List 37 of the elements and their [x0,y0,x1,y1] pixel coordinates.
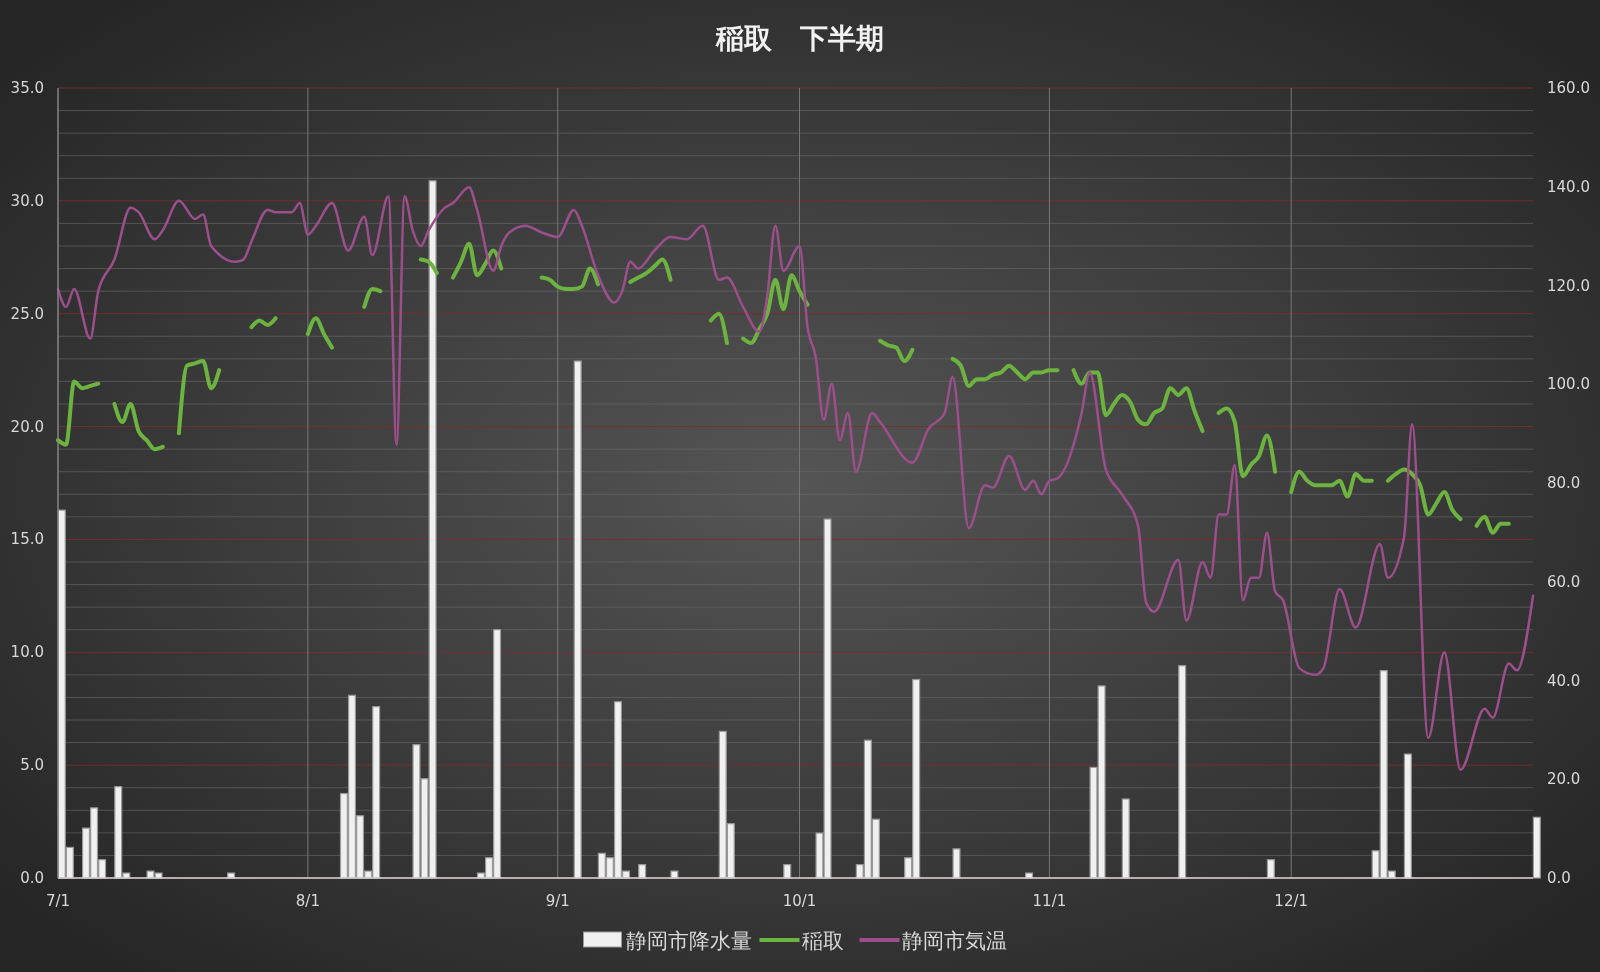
x-tick-label: 7/1 [45,892,71,910]
y2-tick-label: 140.0 [1547,177,1590,196]
legend-label: 静岡市降水量 [625,929,752,953]
bar [638,864,647,879]
y2-tick-label: 160.0 [1547,79,1590,97]
chart-title: 稲取 下半期 [715,22,884,55]
y-tick-label: 5.0 [20,756,44,775]
bar [783,864,792,879]
y2-tick-label: 40.0 [1547,671,1581,690]
bar [1532,816,1541,879]
y-tick-label: 35.0 [10,79,44,97]
y2-tick-label: 20.0 [1547,770,1581,789]
y-tick-label: 30.0 [10,191,44,210]
y-tick-label: 20.0 [10,417,44,436]
y2-tick-label: 0.0 [1547,869,1571,887]
bar [1121,798,1130,879]
y-tick-label: 15.0 [10,530,44,549]
bar [1403,753,1412,879]
x-tick-label: 8/1 [295,892,320,910]
y2-tick-label: 60.0 [1547,572,1581,591]
x-tick-label: 11/1 [1032,892,1067,910]
line-series [56,186,1535,771]
y-tick-label: 10.0 [10,643,44,662]
x-tick-label: 9/1 [545,892,570,910]
legend-label: 稲取 [801,929,844,953]
y-tick-label: 0.0 [20,869,44,887]
y2-tick-label: 100.0 [1547,375,1590,394]
y-tick-label: 25.0 [10,304,44,323]
y2-tick-label: 120.0 [1547,276,1590,295]
bar [1178,665,1187,879]
x-tick-label: 12/1 [1274,892,1309,910]
bar [952,848,961,879]
y2-tick-label: 80.0 [1547,474,1581,492]
legend-label: 静岡市気温 [901,929,1007,953]
x-tick-label: 10/1 [782,892,817,910]
bar [1266,859,1275,879]
bar [573,360,582,879]
